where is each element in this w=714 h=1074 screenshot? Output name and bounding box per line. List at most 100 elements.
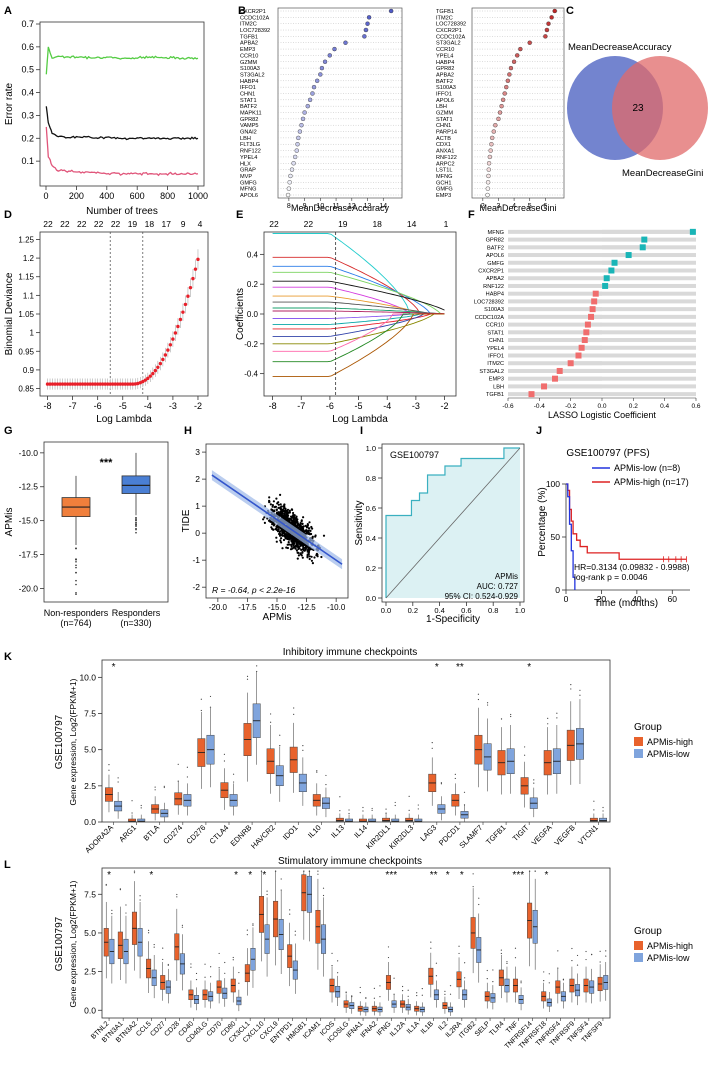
- deviance-point: [55, 382, 60, 386]
- panel-l-legend-high: APMis-high: [647, 941, 693, 951]
- outlier-point: [289, 913, 291, 915]
- panel-i-roc: 0.0 0.2 0.4 0.6 0.8 1.0 0.0 0.2 0.4 0.6 0.8 1.0 GSE…: [354, 443, 526, 625]
- deviance-point: [188, 285, 193, 290]
- bar-marker: [603, 275, 610, 282]
- deviance-point: [116, 382, 120, 386]
- deviance-point: [118, 382, 122, 386]
- y-tick-label: 10.0: [79, 672, 96, 682]
- outlier-point: [177, 763, 179, 765]
- outlier-point: [280, 878, 282, 880]
- gene-label: YPEL4: [487, 346, 504, 352]
- category-label: CD276: [184, 823, 207, 846]
- outlier-point: [270, 721, 272, 723]
- category-label: IL1B: [420, 1020, 435, 1035]
- deviance-point: [75, 382, 80, 386]
- gene-dot: [485, 192, 490, 198]
- gene-label: MFNG: [436, 174, 452, 180]
- panel-h-annotation: R = -0.64, p < 2.2e-16: [212, 585, 295, 595]
- gene-label: GZMM: [240, 60, 257, 66]
- outlier-point: [524, 754, 526, 756]
- gene-dot: [486, 161, 492, 166]
- x-tick-label: -12.5: [297, 603, 316, 612]
- scatter-point: [277, 528, 280, 531]
- significance-star: *: [460, 870, 464, 881]
- deviance-point: [70, 382, 75, 386]
- outlier-point: [325, 774, 327, 777]
- deviance-point: [90, 382, 95, 386]
- bar-marker: [641, 236, 648, 243]
- significance-star: *: [149, 870, 153, 881]
- outlier-point: [260, 870, 263, 872]
- coefficient-path: [272, 313, 445, 352]
- outlier-point: [135, 518, 137, 521]
- scatter-point: [315, 552, 318, 555]
- outlier-point: [75, 560, 77, 563]
- x-tick-label: -7: [69, 401, 77, 411]
- outlier-point: [449, 993, 452, 995]
- panel-k-boxes: 0.0 2.5 5.0 7.5 10.0 * ADORA2A ARG1 BTLA CD274 CD2…: [79, 662, 607, 855]
- outlier-point: [303, 870, 305, 872]
- scatter-point: [280, 512, 283, 515]
- legend-swatch-high: [634, 737, 643, 746]
- category-label: IL12A: [389, 1020, 407, 1038]
- outlier-point: [562, 978, 565, 980]
- y-tick-label: -2: [192, 582, 200, 592]
- scatter-point: [299, 524, 302, 527]
- deviance-point: [45, 382, 50, 386]
- gene-dot: [485, 180, 491, 185]
- scatter-point: [277, 503, 280, 506]
- x-tick-label: 1.0: [515, 606, 525, 615]
- outlier-point: [238, 982, 240, 984]
- panel-h-points: -20.0 -17.5 -15.0 -12.5 -10.0 -2 -1 0 1 2 3: [192, 447, 345, 612]
- y-tick-label: 0.2: [21, 133, 34, 143]
- gene-dot: [543, 34, 548, 39]
- bar-fill: [578, 353, 602, 358]
- deviance-point: [128, 382, 132, 386]
- y-tick-label: 2.5: [84, 967, 96, 977]
- scatter-point: [300, 520, 303, 523]
- panel-i-frame: [381, 443, 525, 603]
- y-tick-label: -17.5: [19, 550, 39, 560]
- gene-dot: [544, 27, 550, 33]
- x-tick-label: 14: [379, 203, 387, 210]
- panel-b2-dots: TGFB1ITM2CLOC728392CXCR2P1CCDC102AST3GAL…: [436, 8, 564, 210]
- coefficient-path: [272, 310, 445, 315]
- outlier-point: [135, 527, 137, 530]
- panel-label-c: C: [566, 5, 574, 17]
- gene-label: IFFO1: [240, 85, 256, 91]
- outlier-point: [186, 766, 188, 768]
- outlier-point: [75, 571, 77, 574]
- outlier-point: [379, 996, 381, 998]
- scatter-point: [296, 557, 299, 560]
- deviance-point: [50, 382, 55, 386]
- scatter-point: [286, 518, 289, 521]
- gene-label: LBH: [240, 136, 251, 142]
- bar-marker: [578, 344, 585, 351]
- top-tick-label: 14: [407, 219, 417, 229]
- x-tick-label: -5: [119, 401, 127, 411]
- outlier-point: [75, 566, 77, 569]
- outlier-point: [416, 994, 418, 997]
- outlier-point: [209, 695, 212, 698]
- outlier-point: [430, 947, 432, 949]
- gene-label: CCR10: [436, 47, 454, 53]
- x-tick-label: 0.2: [408, 606, 418, 615]
- deviance-point: [78, 382, 82, 386]
- outlier-point: [570, 684, 572, 686]
- scatter-point: [304, 524, 307, 528]
- panel-e-ylabel: Coefficients: [235, 288, 246, 340]
- gene-label: ST3GAL2: [240, 72, 265, 78]
- panel-a-lines: [45, 46, 199, 177]
- deviance-point: [156, 365, 160, 369]
- y-tick-label: -10.0: [19, 448, 39, 458]
- outlier-point: [279, 745, 281, 747]
- category-label: IFNA2: [360, 1020, 379, 1039]
- panel-i-curve: 0.0 0.2 0.4 0.6 0.8 1.0 0.0 0.2 0.4 0.6 0.8 1.0: [366, 444, 526, 615]
- bar-fill: [581, 345, 602, 350]
- gene-label: GMFG: [487, 261, 504, 267]
- x-tick-label: -3: [412, 401, 420, 411]
- x-tick-label: -2: [194, 401, 202, 411]
- gene-label: GNAI2: [240, 130, 257, 136]
- outlier-point: [325, 783, 327, 786]
- outlier-point: [218, 967, 220, 969]
